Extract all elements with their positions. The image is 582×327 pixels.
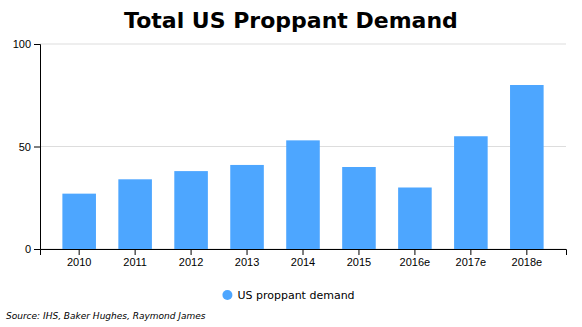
grid: [40, 44, 566, 249]
x-tick: 2012: [179, 249, 203, 268]
y-tick-label: 0: [25, 243, 31, 255]
x-tick: 2011: [123, 249, 147, 268]
bars: [62, 85, 543, 249]
x-tick-mark: [79, 249, 80, 255]
grid-line: [40, 44, 566, 45]
y-tick: 100: [13, 38, 40, 50]
x-tick-mark: [247, 249, 248, 255]
legend-item: US proppant demand: [222, 289, 354, 302]
legend: US proppant demand: [222, 289, 354, 302]
bar: [398, 188, 432, 250]
x-tick: 2013: [235, 249, 259, 268]
x-tick-label: 2012: [179, 256, 203, 268]
bar: [510, 85, 544, 249]
x-tick-mark: [358, 249, 359, 255]
legend-label: US proppant demand: [237, 289, 354, 302]
bar: [454, 136, 488, 249]
bar: [230, 165, 264, 249]
chart: Total US Proppant Demand0501002010201120…: [0, 0, 582, 327]
title: Total US Proppant Demand: [124, 8, 458, 33]
x-tick-mark: [470, 249, 471, 255]
y-axis: 0 50 100: [13, 38, 41, 255]
x-tick-label: 2011: [123, 256, 147, 268]
x-tick: 2016e: [400, 249, 431, 268]
x-tick-label: 2016e: [400, 256, 431, 268]
x-tick-label: 2017e: [456, 256, 487, 268]
y-tick-mark: [34, 44, 40, 45]
y-tick: 0: [25, 243, 40, 255]
x-tick-label: 2013: [235, 256, 259, 268]
x-tick-mark: [191, 249, 192, 255]
x-tick-mark: [135, 249, 136, 255]
x-axis-line: [41, 250, 567, 256]
plot: 0 50 100 2010 2011 2012 2013 2014 2015 2016e 2017e…: [13, 38, 567, 268]
x-tick: 2014: [291, 249, 315, 268]
x-tick: 2015: [347, 249, 371, 268]
y-tick-label: 50: [19, 141, 31, 153]
x-tick-mark: [303, 249, 304, 255]
y-tick: 50: [19, 141, 40, 153]
y-tick-label: 100: [13, 38, 31, 50]
legend-swatch: [222, 290, 232, 300]
bar: [286, 140, 320, 249]
x-tick-label: 2014: [291, 256, 315, 268]
x-tick-label: 2015: [347, 256, 371, 268]
y-axis-line: [34, 45, 41, 250]
x-tick: 2010: [67, 249, 91, 268]
source-note: Source: IHS, Baker Hughes, Raymond James: [6, 311, 206, 321]
bar: [62, 194, 96, 249]
x-tick: 2017e: [456, 249, 487, 268]
x-tick-label: 2018e: [512, 256, 543, 268]
bar: [118, 179, 152, 249]
x-axis: 2010 2011 2012 2013 2014 2015 2016e 2017e 2018e: [41, 249, 567, 268]
x-tick-mark: [526, 249, 527, 255]
x-tick-mark: [414, 249, 415, 255]
y-tick-mark: [34, 249, 40, 250]
y-tick-mark: [34, 147, 40, 148]
x-tick: 2018e: [512, 249, 543, 268]
bar: [174, 171, 208, 249]
bar: [342, 167, 376, 249]
x-tick-label: 2010: [67, 256, 91, 268]
